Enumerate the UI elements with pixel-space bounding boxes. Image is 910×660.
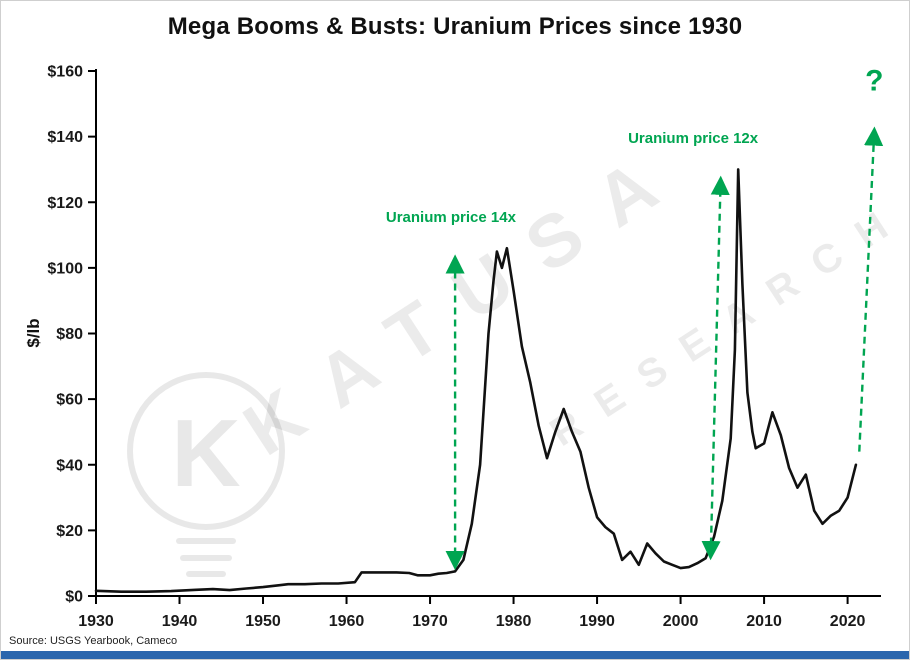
x-tick-label: 1950	[245, 613, 281, 630]
x-tick-label: 1980	[496, 613, 532, 630]
y-tick-label: $120	[47, 195, 83, 212]
chart-canvas: K $/lb $0 $20 $40 $60 $80 $100 $120 $140 $160 193…	[24, 64, 884, 631]
y-tick-label: $80	[56, 326, 83, 343]
x-tick-label: 1960	[329, 613, 365, 630]
y-tick-label: $40	[56, 457, 83, 474]
y-axis-title: $/lb	[24, 318, 43, 347]
annotation-label: Uranium price 12x	[628, 130, 759, 147]
annotation-label: ?	[865, 65, 883, 98]
x-tick-label: 1940	[162, 613, 198, 630]
x-tick-label: 1990	[579, 613, 615, 630]
y-tick-label: $160	[47, 64, 83, 81]
annotation-arrow	[858, 126, 884, 452]
footer-bar	[1, 651, 909, 659]
y-tick-label: $0	[65, 589, 83, 606]
source-note: Source: USGS Yearbook, Cameco	[9, 635, 178, 647]
x-tick-label: 1930	[78, 613, 114, 630]
x-tick-label: 2020	[830, 613, 866, 630]
svg-text:K: K	[171, 400, 240, 507]
y-tick-label: $100	[47, 260, 83, 277]
x-tick-label: 2000	[663, 613, 699, 630]
lightbulb-watermark-icon: K	[127, 372, 285, 577]
x-tick-label: 2010	[746, 613, 782, 630]
annotation-arrow	[701, 175, 730, 561]
x-tick-label: 1970	[412, 613, 448, 630]
y-tick-label: $20	[56, 523, 83, 540]
chart-title: Mega Booms & Busts: Uranium Prices since…	[167, 13, 743, 40]
y-tick-label: $60	[56, 392, 83, 409]
price-line	[94, 168, 858, 594]
annotation-label: Uranium price 14x	[386, 209, 517, 226]
y-tick-label: $140	[47, 129, 83, 146]
